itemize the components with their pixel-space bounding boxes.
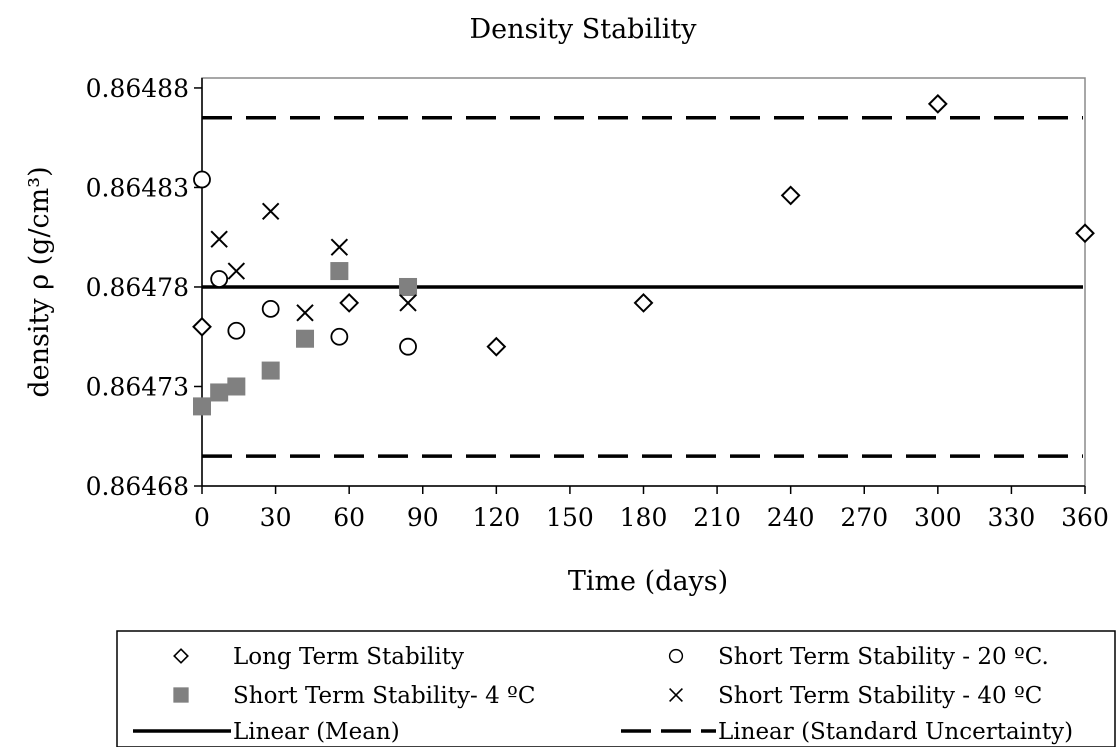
data-point (227, 262, 246, 280)
x-tick-label: 360 (1061, 503, 1109, 532)
series-layer (192, 93, 1095, 416)
y-tick-label: 0.86483 (86, 173, 189, 202)
legend-symbol (173, 648, 189, 664)
x-tick-label: 300 (914, 503, 962, 532)
x-tick-label: 60 (333, 503, 365, 532)
data-point (210, 270, 229, 288)
y-tick-label: 0.86473 (86, 372, 189, 401)
x-tick-label: 240 (767, 503, 815, 532)
y-tick-label: 0.86478 (86, 273, 189, 302)
x-tick-label: 90 (407, 503, 439, 532)
data-point (193, 170, 211, 189)
y-tick-label: 0.86468 (86, 472, 189, 501)
legend-label: Long Term Stability (233, 644, 464, 670)
legend-item-long-term-stability: Long Term Stability (173, 644, 464, 670)
data-point (296, 329, 315, 348)
data-point (192, 316, 212, 337)
reference-lines (202, 116, 1083, 458)
data-point (210, 230, 228, 248)
data-point (261, 361, 280, 380)
legend-label: Short Term Stability - 40 ºC (718, 683, 1042, 709)
data-point (330, 238, 349, 256)
data-point (927, 93, 948, 114)
chart-title: Density Stability (470, 14, 698, 45)
series-short-term-stability-20-c (193, 170, 417, 356)
legend-item-short-term-stability-40-c: Short Term Stability - 40 ºC (669, 683, 1042, 709)
x-tick-label: 120 (472, 503, 520, 532)
plot-area-frame (201, 77, 1086, 487)
legend-item-short-term-stability-20-c: Short Term Stability - 20 ºC. (668, 644, 1049, 670)
y-axis-label: density ρ (g/cm³) (24, 166, 55, 397)
legend: Long Term Stability Short Term Stability … (116, 630, 1116, 747)
series-short-term-stability-4-c (193, 262, 418, 416)
x-tick-label: 270 (840, 503, 888, 532)
data-point (399, 294, 417, 312)
legend-label: Short Term Stability - 20 ºC. (718, 644, 1049, 670)
x-tick-label: 30 (260, 503, 292, 532)
legend-frame (116, 630, 1116, 747)
legend-item-linear-standard-uncertainty: Linear (Standard Uncertainty) (621, 719, 1073, 745)
y-tick-label: 0.86488 (86, 74, 189, 103)
data-point (296, 304, 314, 322)
data-point (780, 185, 801, 206)
data-point (486, 336, 507, 357)
data-point (330, 262, 349, 281)
legend-label: Linear (Standard Uncertainty) (718, 719, 1073, 745)
legend-item-linear-mean: Linear (Mean) (133, 719, 400, 745)
legend-symbol (173, 687, 189, 703)
x-tick-label: 180 (620, 503, 668, 532)
series-short-term-stability-40-c (210, 202, 417, 322)
legend-label: Short Term Stability- 4 ºC (233, 683, 535, 709)
x-tick-label: 210 (693, 503, 741, 532)
legend-symbol (669, 688, 683, 702)
data-point (633, 292, 654, 313)
x-axis-label: Time (days) (568, 566, 728, 597)
data-point (227, 377, 246, 396)
data-point (261, 299, 280, 318)
data-point (261, 202, 280, 221)
legend-item-short-term-stability-4-c: Short Term Stability- 4 ºC (173, 683, 535, 709)
data-point (330, 327, 349, 346)
x-tick-label: 330 (988, 503, 1036, 532)
x-tick-label: 150 (546, 503, 594, 532)
data-point (210, 383, 229, 402)
legend-label: Linear (Mean) (233, 719, 400, 745)
legend-symbol (668, 648, 684, 664)
data-point (399, 337, 417, 356)
data-point (227, 321, 246, 340)
data-point (339, 292, 360, 313)
x-tick-label: 0 (194, 503, 210, 532)
axis-ticks: 0 30 60 90 120 150 180 210 240 270 300 330 360 0.8646… (86, 74, 1109, 532)
data-point (193, 397, 211, 416)
series-long-term-stability (192, 93, 1095, 357)
data-point (1075, 223, 1095, 244)
data-point (399, 277, 418, 296)
